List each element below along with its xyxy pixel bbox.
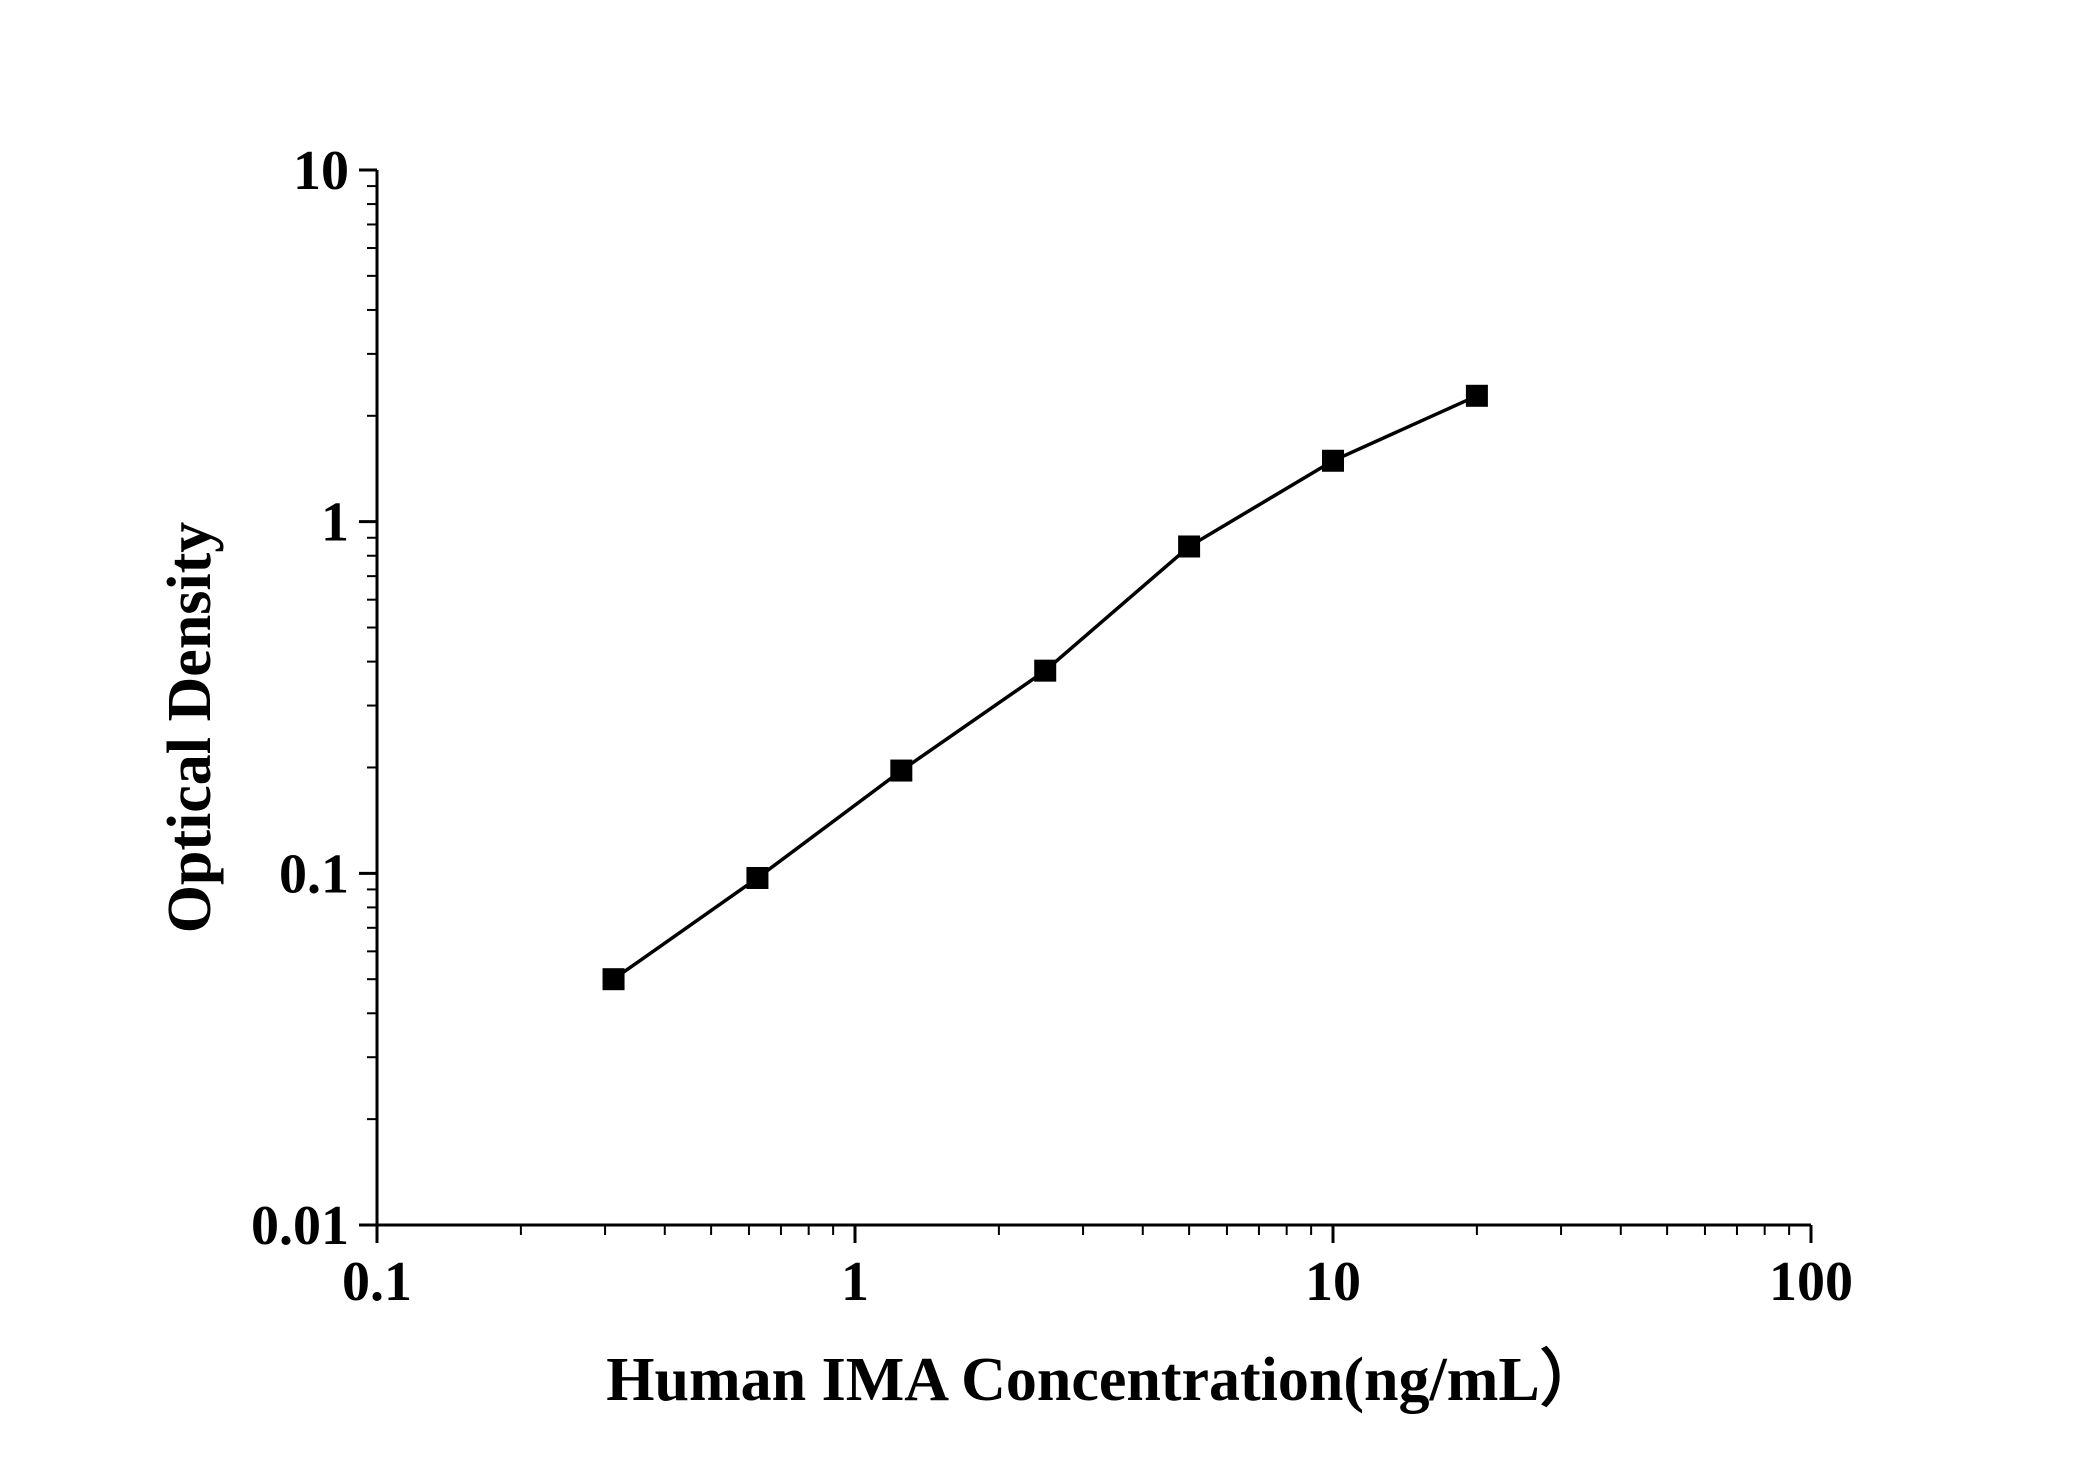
data-point-marker (746, 866, 769, 889)
x-tick-label: 1 (841, 1251, 869, 1313)
x-axis-title: Human IMA Concentration(ng/mL） (606, 1344, 1601, 1414)
x-tick-label: 0.1 (342, 1251, 412, 1313)
ticks-layer (359, 168, 1813, 1243)
x-tick-label: 10 (1305, 1251, 1361, 1313)
y-tick-label: 0.01 (251, 1195, 349, 1257)
series-line (612, 394, 1478, 981)
data-point-marker (1322, 449, 1344, 472)
y-tick-label: 10 (293, 140, 349, 202)
y-tick-label: 0.1 (279, 843, 349, 905)
data-point-marker (890, 759, 913, 782)
series-layer (602, 384, 1488, 991)
data-point-marker (1178, 535, 1201, 558)
x-tick-label: 100 (1769, 1251, 1853, 1313)
data-point-marker (1034, 659, 1057, 682)
data-point-marker (1465, 384, 1488, 407)
y-axis-title: Optical Density (156, 522, 224, 934)
data-point-marker (602, 968, 625, 991)
axes-layer (375, 170, 1811, 1227)
y-tick-label: 1 (321, 492, 349, 554)
